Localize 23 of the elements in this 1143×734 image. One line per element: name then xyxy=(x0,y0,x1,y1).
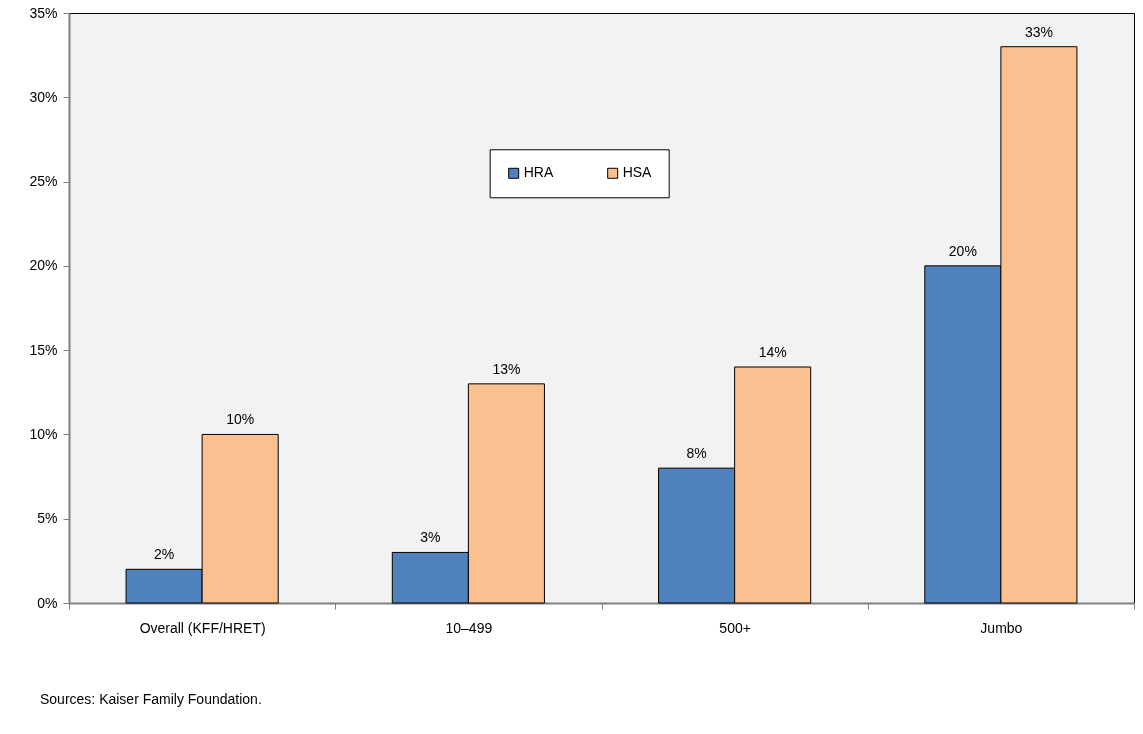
data-label: 3% xyxy=(420,529,441,546)
data-label: 13% xyxy=(492,360,521,377)
data-label: 8% xyxy=(686,445,707,462)
x-tick-label: Jumbo xyxy=(980,619,1023,636)
x-tick-label: 10–499 xyxy=(445,619,493,636)
y-tick-label: 30% xyxy=(29,88,58,105)
y-tick-label: 25% xyxy=(29,173,58,190)
data-label: 14% xyxy=(758,344,787,360)
y-tick-label: 35% xyxy=(29,4,58,21)
data-label: 20% xyxy=(948,242,977,259)
data-label: 33% xyxy=(1024,23,1053,40)
y-tick-label: 10% xyxy=(29,425,58,442)
data-label: 10% xyxy=(226,411,255,428)
y-tick-label: 15% xyxy=(29,341,58,358)
y-tick-label: 20% xyxy=(29,257,58,274)
y-tick-label: 5% xyxy=(37,510,58,527)
data-label: 2% xyxy=(153,546,175,563)
legend-label: HSA xyxy=(622,164,653,181)
y-tick-label: 0% xyxy=(37,594,58,611)
x-tick-label: 500+ xyxy=(719,619,751,636)
source-note: Sources: Kaiser Family Foundation. xyxy=(40,691,262,707)
legend-label: HRA xyxy=(523,164,554,181)
x-tick-label: Overall (KFF/HRET) xyxy=(139,619,266,636)
